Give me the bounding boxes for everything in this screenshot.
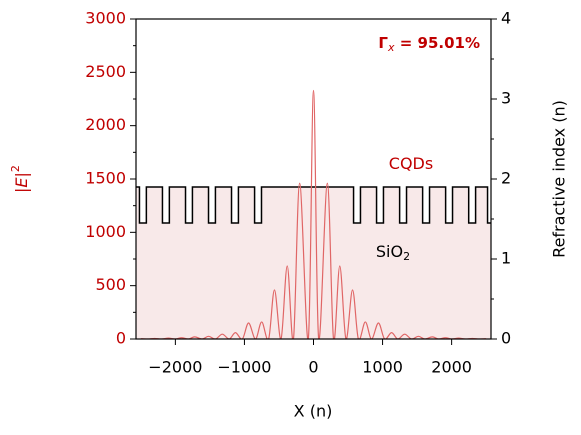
annotation-part: CQDs (389, 154, 433, 173)
y2-tick-label: 2 (501, 169, 511, 188)
annotation-part: Γ (378, 34, 388, 52)
y-tick-label: 1000 (85, 222, 126, 241)
field-line (140, 89, 487, 339)
annotation: Γx = 95.01% (378, 34, 480, 55)
x-tick-label: 2000 (431, 358, 472, 377)
y-axis-label-part: E (12, 177, 31, 188)
annotation-part: x (387, 41, 395, 54)
y-axis-label-part: | (12, 172, 31, 177)
x-tick-label: 1000 (362, 358, 403, 377)
y2-axis-label: Refractive index (n) (550, 100, 569, 258)
y2-tick-label: 0 (501, 329, 511, 348)
x-tick-label: 0 (308, 358, 318, 377)
y-axis-label-part: 2 (9, 165, 22, 172)
y-tick-label: 1500 (85, 169, 126, 188)
annotation-part: SiO (376, 242, 403, 261)
annotation: CQDs (389, 154, 433, 173)
annotation-part: 2 (403, 250, 410, 263)
y-axis-label-part: | (12, 188, 31, 193)
plot-area (136, 89, 491, 339)
x-axis-label: X (n) (294, 402, 333, 421)
y2-tick-label: 4 (501, 9, 511, 28)
index-fill (136, 187, 491, 339)
y2-tick-label: 3 (501, 89, 511, 108)
y-axis-label: |E|2 (9, 165, 31, 193)
y-tick-label: 500 (95, 275, 126, 294)
y-tick-label: 2500 (85, 62, 126, 81)
annotation: SiO2 (376, 242, 410, 264)
y-tick-label: 0 (116, 329, 126, 348)
y-tick-label: 2000 (85, 115, 126, 134)
y-tick-label: 3000 (85, 9, 126, 28)
index-line (136, 186, 491, 224)
y2-tick-label: 1 (501, 249, 511, 268)
x-tick-label: −1000 (217, 358, 271, 377)
x-tick-label: −2000 (148, 358, 202, 377)
annotation-part: = 95.01% (395, 34, 481, 52)
